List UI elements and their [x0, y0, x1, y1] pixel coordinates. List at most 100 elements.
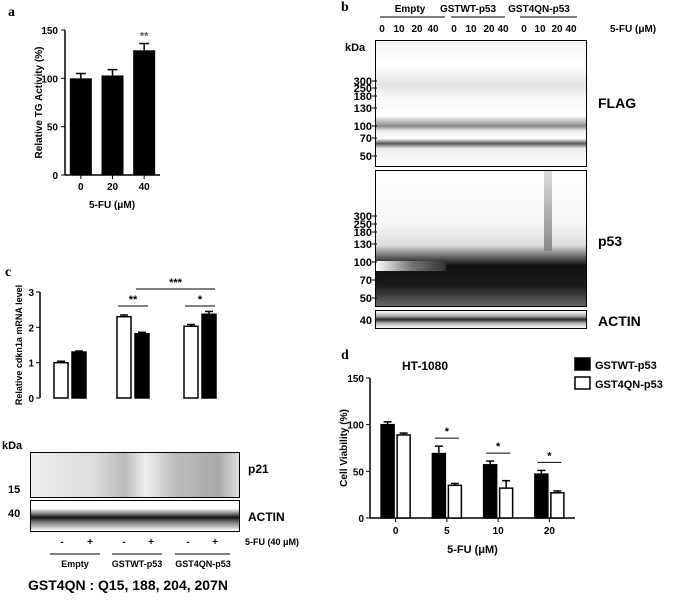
d-ylabel: Cell Viability (%) [339, 409, 350, 487]
blot-b-treatment: 5-FU (μM) [610, 24, 656, 35]
panel-c-blot: kDa 15 p21 40 ACTIN - + - + - + 5-FU (40 μM) … [0, 440, 330, 580]
d-bar-0-2 [482, 464, 498, 519]
c-ytick-label-2: 2 [28, 323, 34, 334]
group-empty-label: Empty [395, 4, 426, 15]
b-lane-6: 20 [483, 24, 495, 35]
blot-c-lanes: - + - + - + 5-FU (40 μM) Empty GSTWT-p53 GST4… [50, 537, 299, 569]
a-xlabel: 5-FU (μM) [89, 200, 135, 210]
group-wt-label: GSTWT-p53 [440, 4, 497, 15]
d-xtick-label-2: 10 [493, 526, 505, 537]
chart-a: 0 50 100 150 0 20 40 ** 5-FU (μM) Relative TG Act… [34, 26, 160, 210]
p53-marker-300: 300 [354, 211, 372, 223]
flag-marker-180: 180 [354, 91, 372, 103]
d-legend-swatch-0 [574, 357, 591, 371]
c-sig-0: ** [129, 294, 138, 306]
a-bar-1 [101, 75, 124, 175]
d-ytick-label-2: 100 [347, 421, 364, 432]
panel-a-letter: a [8, 5, 15, 20]
d-sig-1: * [445, 426, 450, 438]
b-lane-2: 20 [411, 24, 423, 35]
a-ytick-label-0: 0 [52, 171, 58, 182]
flag-marker-100: 100 [354, 121, 372, 133]
d-legend-swatch-1 [574, 376, 591, 390]
b-lane-10: 20 [551, 24, 563, 35]
d-bar-0-1 [431, 452, 447, 519]
c-lane-4: - [186, 537, 189, 548]
p53-marker-250: 250 [354, 219, 372, 231]
d-bar-1-1 [447, 484, 463, 519]
c-lane-1: + [87, 537, 93, 548]
c-lane-0: - [60, 537, 63, 548]
d-sig-3: * [547, 450, 552, 462]
a-bar-2 [133, 50, 156, 175]
a-xtick-label-1: 20 [107, 182, 119, 193]
p53-blot [375, 170, 587, 307]
d-xtick-label-1: 5 [444, 526, 450, 537]
flag-label: FLAG [598, 95, 637, 111]
c-group-wt: GSTWT-p53 [112, 559, 163, 569]
chart-d: HT-1080 0 50 100 150 0 5 * 10 * 20 * 5-FU (μM) Cell V… [339, 357, 663, 556]
flag-marker-300: 300 [354, 76, 372, 88]
c-bar-1-0 [116, 315, 132, 399]
p21-blot [30, 452, 240, 498]
p21-marker-15: 15 [8, 484, 21, 496]
a-xtick-label-2: 40 [139, 182, 151, 193]
c-ylabel: Relative cdkn1a mRNA level [14, 285, 24, 405]
d-sig-2: * [496, 441, 501, 453]
d-ytick-label-1: 50 [353, 467, 365, 478]
flag-marker-50: 50 [360, 151, 372, 163]
a-bar-0 [69, 78, 92, 175]
c-ytick-label-1: 1 [28, 359, 34, 370]
a-ytick-label-2: 100 [41, 74, 58, 85]
c-group-4qn: GST4QN-p53 [175, 559, 231, 569]
c-lane-5: + [212, 537, 218, 548]
panel-d-letter: d [341, 348, 349, 363]
flag-marker-70: 70 [360, 133, 372, 145]
a-ylabel: Relative TG Activity (%) [34, 47, 45, 159]
p53-marker-70: 70 [360, 275, 372, 287]
panel-b-letter: b [341, 0, 349, 15]
blot-b-kda: kDa [345, 42, 366, 54]
c-sig-2: * [198, 294, 203, 306]
group-4qn-label: GST4QN-p53 [508, 4, 570, 15]
blot-b-header: Empty GSTWT-p53 GST4QN-p53 0 10 20 40 0 10 20 4… [379, 4, 656, 35]
c-bar-1-1 [134, 332, 150, 399]
flag-blot [375, 40, 587, 167]
c-lane-2: - [122, 537, 125, 548]
actin-marker-40: 40 [8, 508, 21, 520]
flag-marker-130: 130 [354, 103, 372, 115]
b-lane-7: 40 [497, 24, 509, 35]
d-bar-1-2 [498, 487, 514, 519]
c-ytick-label-0: 0 [28, 394, 34, 405]
d-xtick-label-3: 20 [544, 526, 556, 537]
c-sig-1: *** [169, 277, 183, 289]
a-ytick-label-3: 150 [41, 26, 58, 37]
p53-marker-180: 180 [354, 227, 372, 239]
actin-label-c: ACTIN [248, 510, 285, 524]
p53-marker-130: 130 [354, 239, 372, 251]
actin-blot-c [30, 500, 240, 532]
d-xlabel: 5-FU (μM) [447, 544, 498, 556]
b-lane-0: 0 [379, 24, 385, 35]
p53-label: p53 [598, 233, 623, 249]
c-group-empty: Empty [61, 559, 89, 569]
d-title: HT-1080 [402, 359, 448, 373]
d-legend-label-1: GST4QN-p53 [595, 379, 663, 391]
blot-c-treatment: 5-FU (40 μM) [245, 537, 299, 547]
b-lane-5: 10 [465, 24, 477, 35]
p53-marker-100: 100 [354, 257, 372, 269]
flag-marker-250: 250 [354, 83, 372, 95]
a-sig-2: ** [140, 31, 149, 43]
c-lane-3: + [148, 537, 154, 548]
b-lane-1: 10 [393, 24, 405, 35]
d-ytick-label-0: 0 [358, 514, 364, 525]
actin-blot-b [375, 310, 587, 329]
b-lane-9: 10 [534, 24, 546, 35]
d-bar-0-0 [380, 423, 395, 519]
d-bar-1-3 [550, 492, 565, 519]
actin-label-b: ACTIN [598, 313, 641, 329]
d-legend-label-0: GSTWT-p53 [595, 360, 657, 372]
c-bar-2-1 [201, 313, 217, 399]
